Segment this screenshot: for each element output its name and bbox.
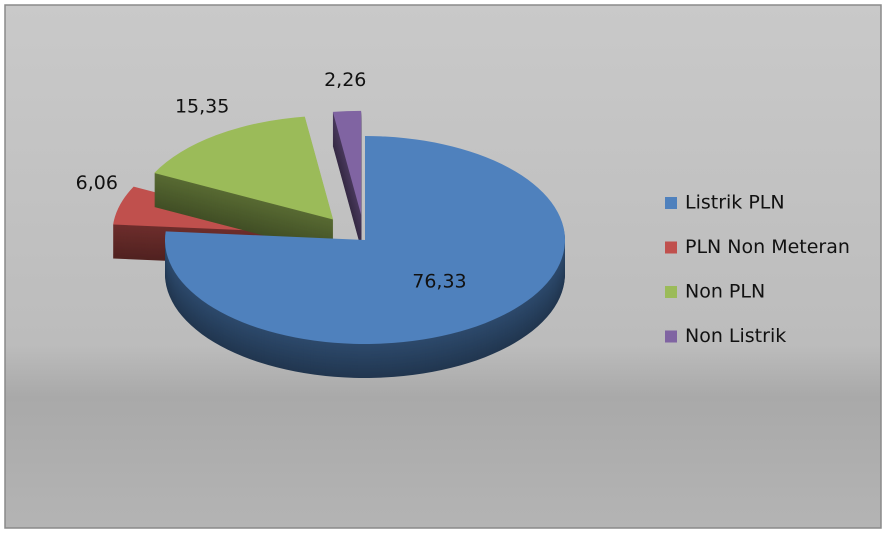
data-label: 2,26 bbox=[324, 69, 366, 91]
legend-label: Non Listrik bbox=[685, 325, 786, 347]
slice bbox=[154, 116, 334, 220]
slice bbox=[332, 110, 362, 215]
data-label: 6,06 bbox=[76, 172, 118, 194]
data-label: 76,33 bbox=[412, 271, 466, 293]
legend-swatch bbox=[665, 241, 677, 254]
legend-label: PLN Non Meteran bbox=[685, 236, 850, 258]
legend-swatch bbox=[665, 286, 677, 298]
legend-label: Listrik PLN bbox=[685, 192, 785, 214]
legend-swatch bbox=[665, 330, 677, 343]
legend-label: Non PLN bbox=[685, 281, 765, 303]
slice bbox=[165, 136, 566, 344]
legend-swatch bbox=[665, 197, 677, 209]
legend: Listrik PLN PLN Non Meteran Non PLN Non Lis… bbox=[665, 192, 850, 347]
pie: 6,06 15,35 2,26 76,33 bbox=[76, 69, 566, 378]
data-label: 15,35 bbox=[175, 96, 229, 118]
